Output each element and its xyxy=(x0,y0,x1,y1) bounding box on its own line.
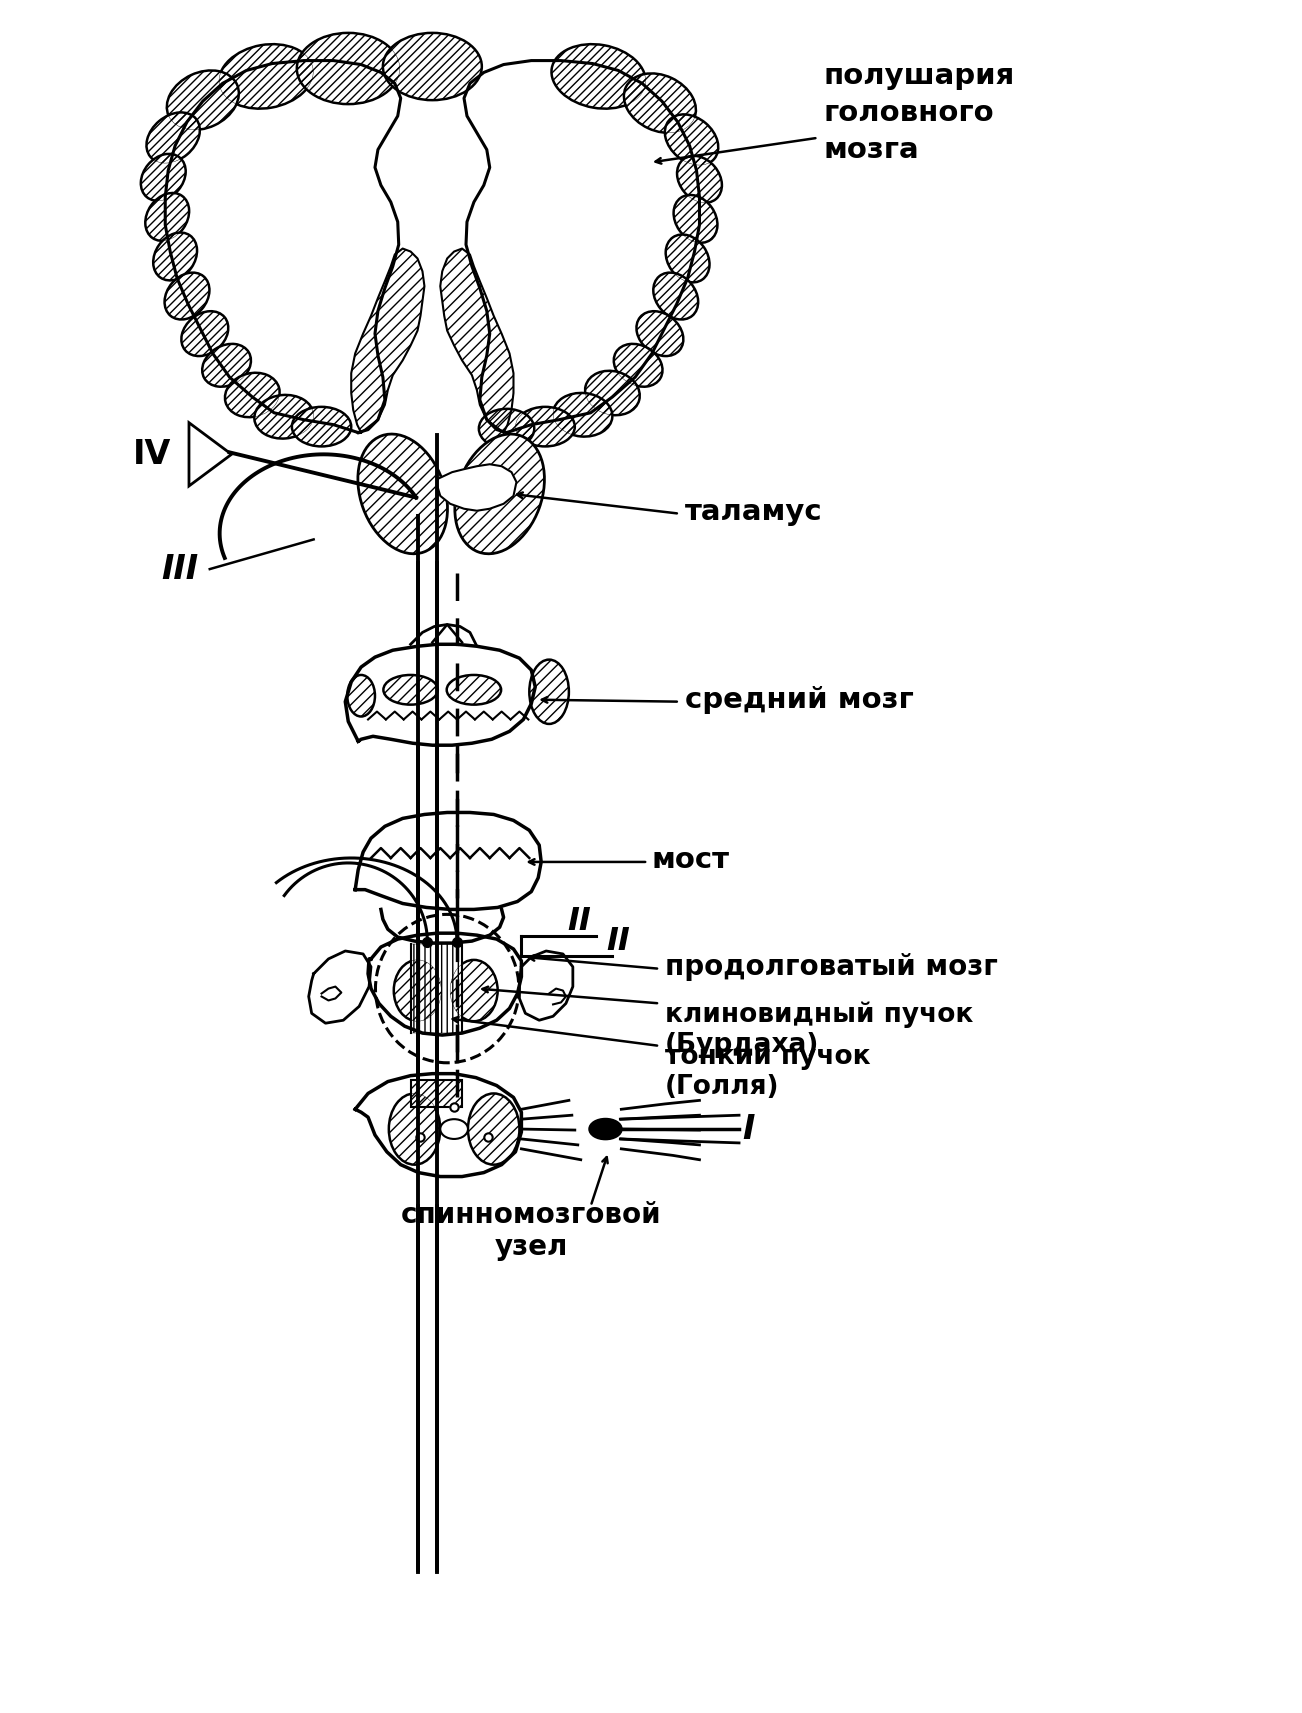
Polygon shape xyxy=(309,951,371,1023)
Ellipse shape xyxy=(637,312,684,356)
Ellipse shape xyxy=(440,1119,467,1139)
Ellipse shape xyxy=(447,675,501,704)
Ellipse shape xyxy=(677,156,721,202)
Ellipse shape xyxy=(530,660,569,725)
Ellipse shape xyxy=(553,392,612,437)
Ellipse shape xyxy=(673,195,717,243)
Ellipse shape xyxy=(454,433,544,553)
Ellipse shape xyxy=(181,312,228,356)
Ellipse shape xyxy=(585,370,639,415)
Ellipse shape xyxy=(450,959,497,1021)
Polygon shape xyxy=(440,248,513,433)
Text: средний мозг: средний мозг xyxy=(685,685,914,714)
Ellipse shape xyxy=(613,344,663,387)
Text: продолговатый мозг: продолговатый мозг xyxy=(665,952,997,982)
Polygon shape xyxy=(410,625,477,644)
Text: таламус: таламус xyxy=(685,498,823,526)
Polygon shape xyxy=(381,910,504,944)
Ellipse shape xyxy=(624,74,697,134)
Ellipse shape xyxy=(146,113,199,163)
Text: клиновидный пучок
(Бурдаха): клиновидный пучок (Бурдаха) xyxy=(665,1002,973,1059)
Ellipse shape xyxy=(358,433,448,553)
Ellipse shape xyxy=(297,33,400,104)
Ellipse shape xyxy=(254,396,314,439)
Text: спинномозговой
узел: спинномозговой узел xyxy=(401,1201,661,1261)
Text: III: III xyxy=(161,553,199,586)
Ellipse shape xyxy=(665,115,719,164)
Ellipse shape xyxy=(146,194,189,242)
Bar xyxy=(410,944,462,1033)
Ellipse shape xyxy=(590,1119,621,1139)
Text: II: II xyxy=(566,906,591,937)
Ellipse shape xyxy=(393,959,441,1021)
Polygon shape xyxy=(165,60,401,433)
Ellipse shape xyxy=(516,408,574,447)
Ellipse shape xyxy=(348,675,375,716)
Ellipse shape xyxy=(383,675,437,704)
Text: полушария
головного
мозга: полушария головного мозга xyxy=(823,62,1014,164)
Text: мост: мост xyxy=(652,846,730,874)
Polygon shape xyxy=(345,644,535,745)
Ellipse shape xyxy=(141,154,186,200)
Polygon shape xyxy=(355,1074,521,1177)
Polygon shape xyxy=(176,67,690,553)
Ellipse shape xyxy=(654,272,698,320)
Polygon shape xyxy=(464,60,699,433)
Polygon shape xyxy=(352,248,424,433)
Ellipse shape xyxy=(154,233,197,281)
Ellipse shape xyxy=(479,409,534,449)
Text: тонкий пучок
(Голля): тонкий пучок (Голля) xyxy=(665,1043,871,1100)
Ellipse shape xyxy=(552,45,646,108)
Text: I: I xyxy=(742,1112,755,1146)
Polygon shape xyxy=(437,464,517,510)
Ellipse shape xyxy=(383,33,482,99)
Text: IV: IV xyxy=(133,439,172,471)
Bar xyxy=(410,944,462,1033)
Polygon shape xyxy=(355,812,542,910)
Ellipse shape xyxy=(164,272,210,320)
Ellipse shape xyxy=(665,235,710,283)
Ellipse shape xyxy=(167,70,238,130)
Ellipse shape xyxy=(225,373,280,418)
Ellipse shape xyxy=(219,45,314,108)
Text: II: II xyxy=(607,925,630,956)
Polygon shape xyxy=(519,951,573,1021)
Polygon shape xyxy=(368,934,521,1035)
Ellipse shape xyxy=(389,1093,440,1165)
Ellipse shape xyxy=(202,344,251,387)
Bar xyxy=(410,1079,462,1107)
Ellipse shape xyxy=(467,1093,519,1165)
Bar xyxy=(410,1079,462,1107)
Ellipse shape xyxy=(292,408,352,447)
